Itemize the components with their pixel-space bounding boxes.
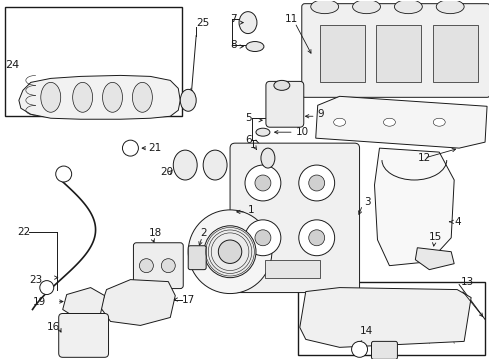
Ellipse shape — [41, 82, 61, 112]
Text: 7: 7 — [230, 14, 237, 24]
Text: 20: 20 — [160, 167, 173, 177]
Text: 15: 15 — [429, 232, 442, 242]
Ellipse shape — [239, 12, 257, 33]
FancyBboxPatch shape — [371, 341, 397, 359]
Bar — [376, 24, 421, 82]
FancyBboxPatch shape — [266, 81, 304, 127]
Polygon shape — [63, 288, 104, 319]
Circle shape — [299, 220, 335, 256]
Text: 11: 11 — [285, 14, 298, 24]
Ellipse shape — [73, 82, 93, 112]
Text: 9: 9 — [318, 109, 324, 119]
Polygon shape — [19, 75, 180, 119]
Circle shape — [255, 230, 271, 246]
Circle shape — [245, 165, 281, 201]
Circle shape — [122, 140, 138, 156]
Text: 19: 19 — [33, 297, 46, 306]
Bar — [319, 24, 365, 82]
Ellipse shape — [311, 0, 339, 14]
Text: 22: 22 — [17, 227, 30, 237]
Circle shape — [309, 230, 325, 246]
Circle shape — [161, 259, 175, 273]
Circle shape — [299, 165, 335, 201]
Text: 4: 4 — [454, 217, 461, 227]
Text: 14: 14 — [360, 327, 373, 336]
Text: 2: 2 — [200, 228, 207, 238]
Ellipse shape — [261, 148, 275, 168]
Ellipse shape — [436, 0, 464, 14]
Polygon shape — [100, 280, 175, 325]
Text: 25: 25 — [196, 18, 209, 28]
Bar — [298, 282, 485, 355]
Polygon shape — [316, 96, 487, 148]
Circle shape — [40, 280, 54, 294]
Ellipse shape — [180, 89, 196, 111]
FancyBboxPatch shape — [230, 143, 360, 293]
Ellipse shape — [173, 150, 197, 180]
Polygon shape — [300, 288, 471, 347]
FancyBboxPatch shape — [188, 246, 206, 270]
FancyBboxPatch shape — [133, 243, 183, 289]
Ellipse shape — [334, 118, 345, 126]
Ellipse shape — [384, 118, 395, 126]
Ellipse shape — [256, 128, 270, 136]
Text: 24: 24 — [5, 60, 19, 71]
Circle shape — [309, 175, 325, 191]
Ellipse shape — [102, 82, 122, 112]
Ellipse shape — [433, 118, 445, 126]
Circle shape — [188, 210, 272, 293]
Ellipse shape — [394, 0, 422, 14]
Bar — [265, 260, 319, 278]
Circle shape — [352, 341, 368, 357]
Circle shape — [219, 240, 242, 264]
Polygon shape — [374, 148, 454, 266]
Bar — [5, 7, 182, 116]
FancyBboxPatch shape — [59, 314, 108, 357]
Bar — [433, 24, 478, 82]
Text: 16: 16 — [47, 323, 60, 332]
Ellipse shape — [246, 41, 264, 51]
Text: 23: 23 — [29, 275, 42, 285]
Text: 3: 3 — [365, 197, 371, 207]
Ellipse shape — [203, 150, 227, 180]
Text: 13: 13 — [461, 276, 474, 287]
Polygon shape — [416, 248, 454, 270]
Text: 17: 17 — [182, 294, 196, 305]
FancyBboxPatch shape — [302, 4, 490, 97]
Circle shape — [245, 220, 281, 256]
Circle shape — [56, 166, 72, 182]
Ellipse shape — [132, 82, 152, 112]
Text: 12: 12 — [417, 153, 431, 163]
Ellipse shape — [353, 0, 380, 14]
Circle shape — [255, 175, 271, 191]
Text: 18: 18 — [148, 228, 162, 238]
Circle shape — [140, 259, 153, 273]
Text: 1: 1 — [248, 205, 255, 215]
Ellipse shape — [274, 80, 290, 90]
Text: 6: 6 — [245, 135, 252, 145]
Text: 21: 21 — [148, 143, 162, 153]
Circle shape — [204, 226, 256, 278]
Text: 5: 5 — [245, 113, 252, 123]
Text: 10: 10 — [296, 127, 309, 137]
Text: 8: 8 — [230, 40, 237, 50]
Text: 1: 1 — [250, 140, 257, 150]
